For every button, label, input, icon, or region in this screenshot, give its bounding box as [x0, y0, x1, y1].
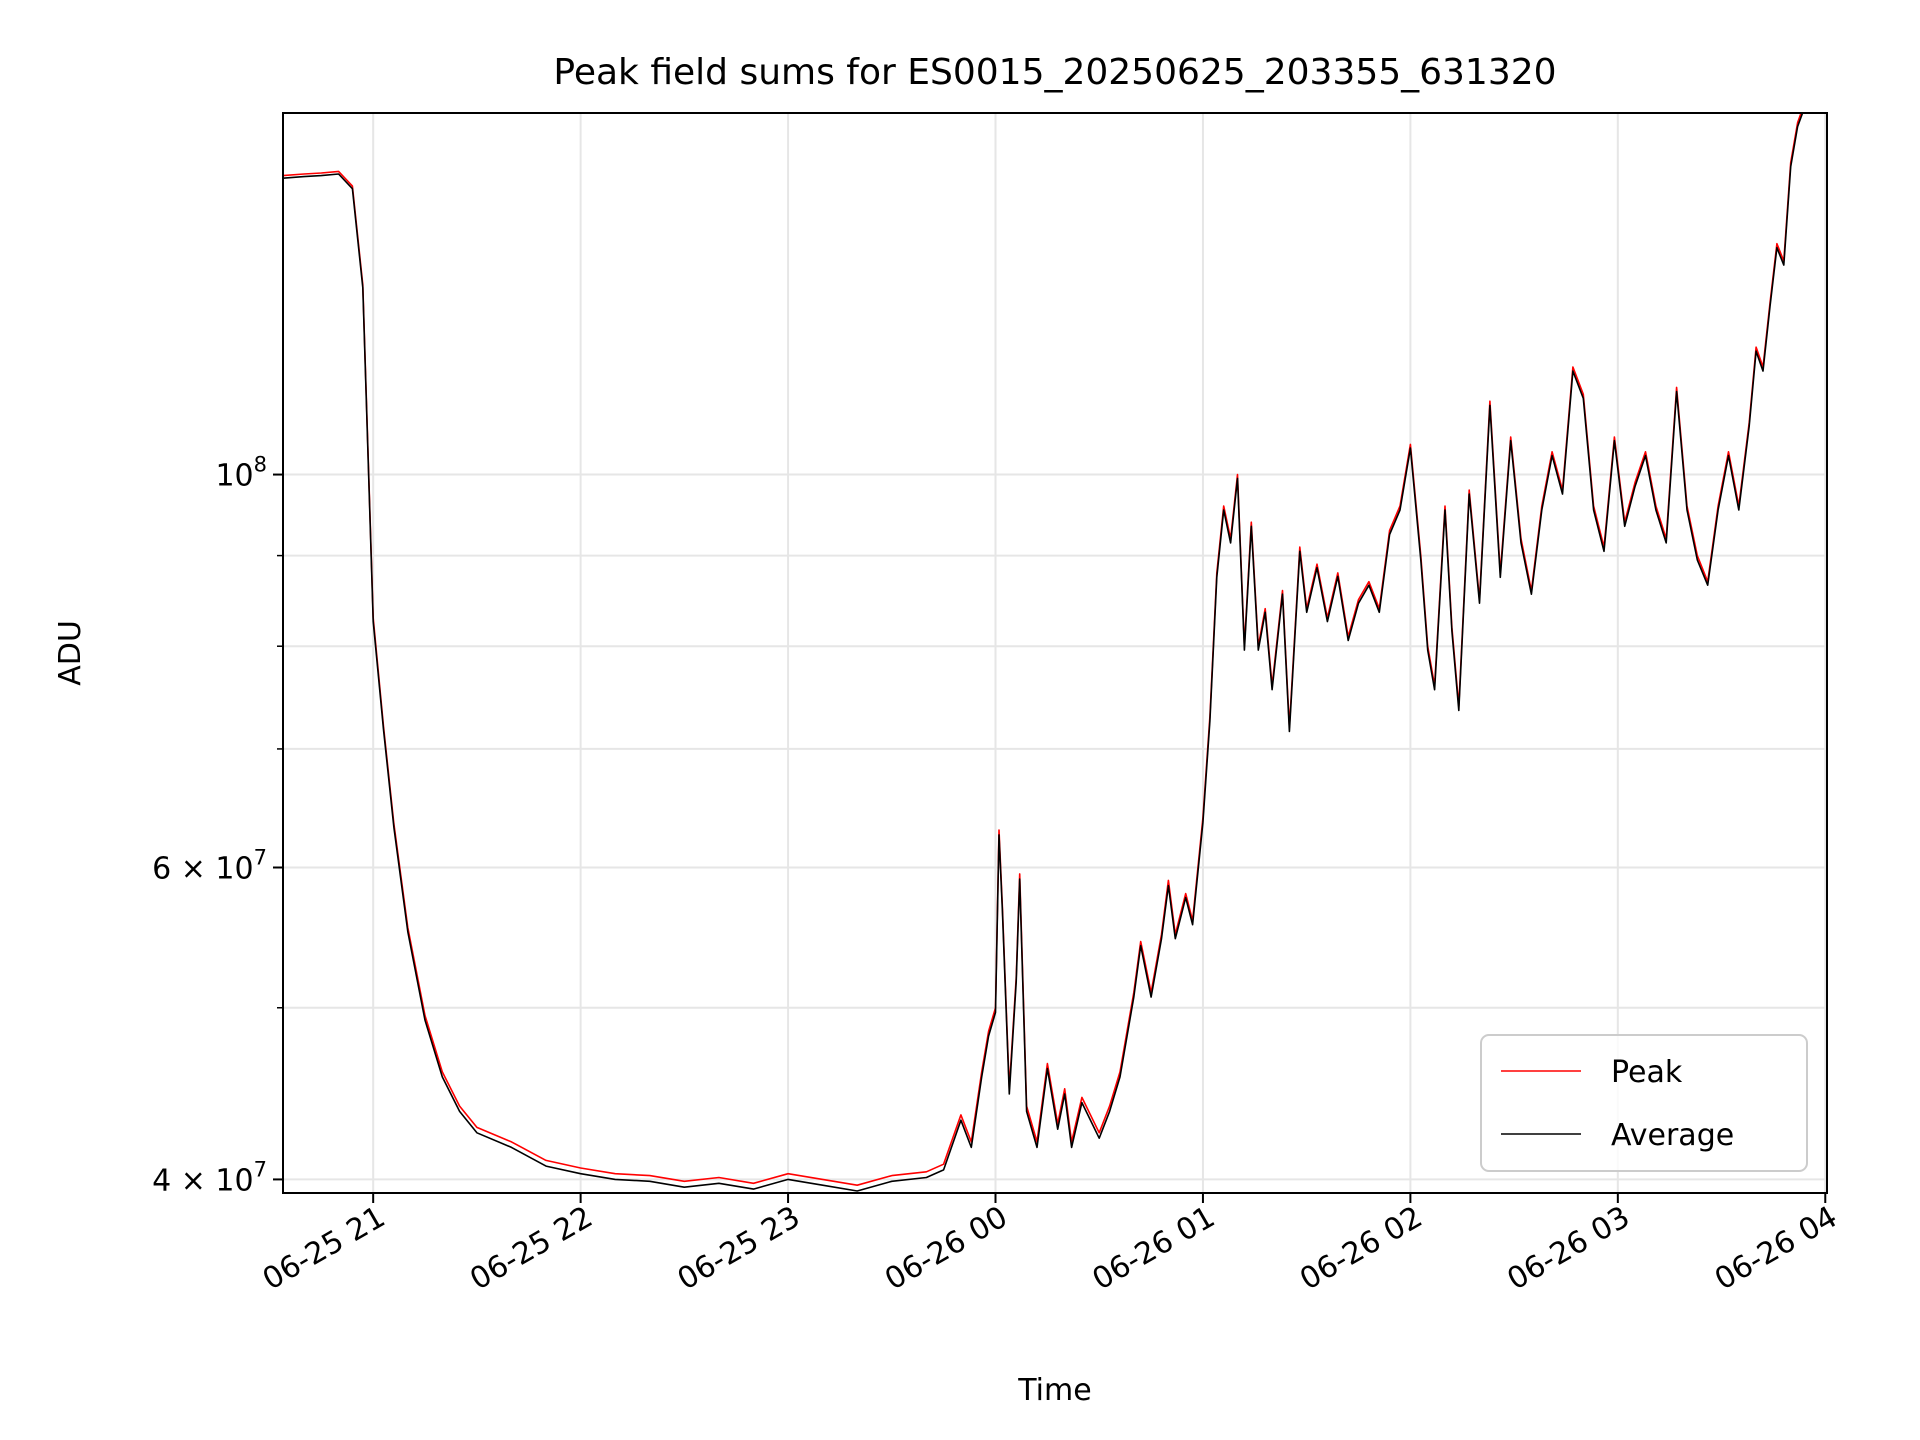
- x-tick-label: 06-25 23: [672, 1200, 806, 1298]
- y-tick-exponent: 8: [254, 453, 267, 477]
- x-tick-label: 06-25 22: [464, 1200, 598, 1298]
- x-tick-label: 06-26 04: [1709, 1200, 1843, 1298]
- y-tick-base: 6 × 10: [152, 852, 253, 887]
- legend-box: [1480, 1034, 1808, 1172]
- gridlines: [283, 113, 1827, 1193]
- series-line-peak: [283, 113, 1802, 1186]
- y-axis-label: ADU: [53, 620, 88, 686]
- legend-label: Peak: [1611, 1055, 1683, 1090]
- y-tick-label: 4 × 107: [152, 1157, 267, 1198]
- series-line-average: [283, 113, 1804, 1192]
- plot-series: [283, 113, 1804, 1192]
- y-tick-exponent: 7: [254, 1157, 267, 1181]
- chart-title: Peak field sums for ES0015_20250625_2033…: [553, 52, 1556, 93]
- x-tick-label: 06-25 21: [257, 1200, 391, 1298]
- x-axis-label: Time: [1017, 1373, 1091, 1408]
- x-tick-label: 06-26 03: [1502, 1200, 1636, 1298]
- x-axis: 06-25 21 06-25 22 06-25 23 06-26 00 06-26 01…: [257, 1193, 1843, 1297]
- y-tick-base: 4 × 10: [152, 1163, 253, 1198]
- legend-label: Average: [1611, 1118, 1734, 1153]
- y-tick-label: 6 × 107: [152, 846, 267, 887]
- x-tick-label: 06-26 01: [1087, 1200, 1221, 1298]
- legend: Peak Average: [1480, 1034, 1808, 1172]
- y-tick-exponent: 7: [254, 846, 267, 870]
- x-tick-label: 06-26 02: [1294, 1200, 1428, 1298]
- x-tick-label: 06-26 00: [879, 1200, 1013, 1298]
- axes-frame: [282, 112, 1828, 1194]
- y-tick-base: 10: [215, 459, 253, 494]
- y-tick-label: 108: [215, 453, 267, 494]
